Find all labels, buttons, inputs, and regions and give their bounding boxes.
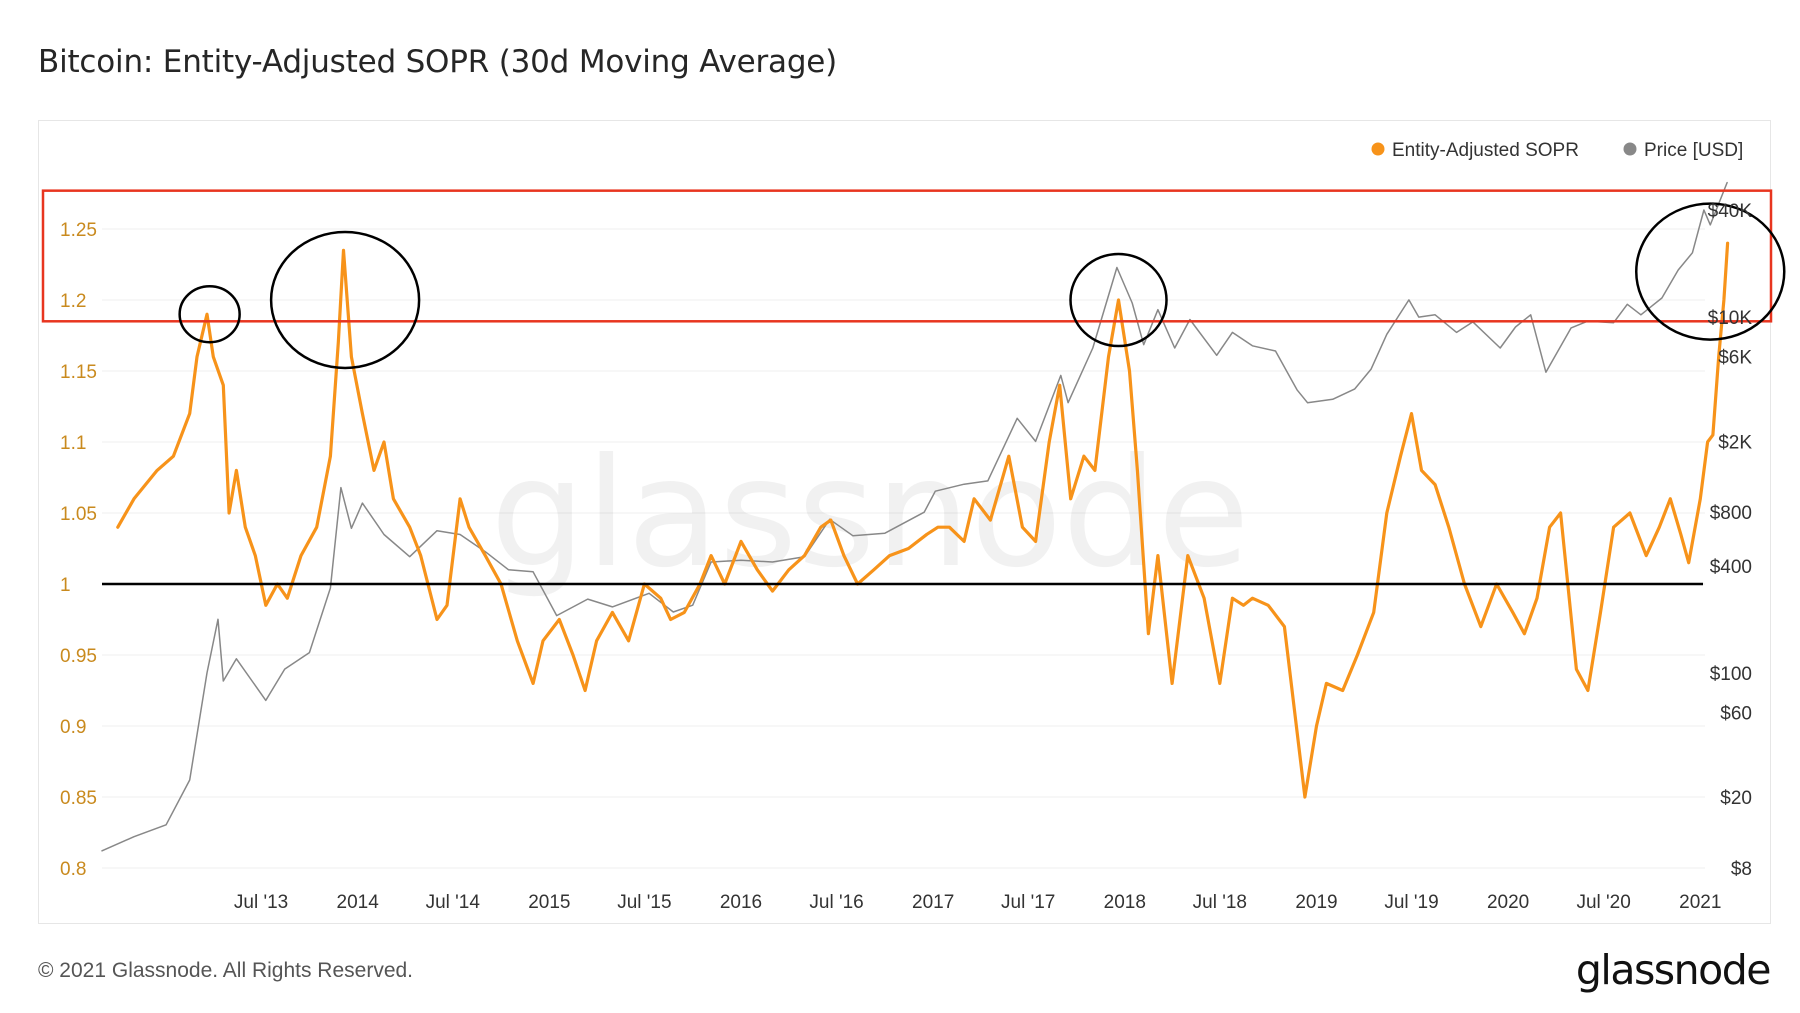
- y-right-tick-label: $8: [1731, 859, 1752, 880]
- highlight-box: [41, 189, 1773, 323]
- chart-frame: [38, 120, 1771, 924]
- price-series: [101, 181, 1728, 852]
- annotation-circle: [1635, 202, 1786, 341]
- x-tick-label: 2020: [1487, 892, 1529, 913]
- x-tick-label: Jul '17: [1001, 892, 1055, 913]
- y-axis-right: $40K $10K $6K $2K $800 $400 $100 $60 $20 $8: [1708, 201, 1753, 880]
- y-left-tick-label: 0.9: [60, 717, 86, 738]
- x-tick-label: 2018: [1104, 892, 1146, 913]
- x-tick-label: Jul '16: [809, 892, 863, 913]
- y-left-tick-label: 1.05: [60, 504, 97, 525]
- y-left-tick-label: 0.8: [60, 859, 86, 880]
- annotation-circle: [269, 230, 421, 370]
- y-left-tick-label: 1.1: [60, 433, 86, 454]
- y-right-tick-label: $20: [1720, 788, 1752, 809]
- x-tick-label: Jul '18: [1193, 892, 1247, 913]
- x-tick-label: Jul '20: [1576, 892, 1630, 913]
- legend-marker: [1623, 142, 1637, 156]
- y-left-tick-label: 1.2: [60, 291, 86, 312]
- y-left-tick-label: 1: [60, 575, 71, 596]
- x-tick-label: 2019: [1295, 892, 1337, 913]
- glassnode-logo[interactable]: glassnode: [1575, 946, 1772, 994]
- x-axis: Jul '13 2014 Jul '14 2015 Jul '15 2016 Jul '16…: [234, 892, 1721, 913]
- legend-label: Price [USD]: [1644, 140, 1743, 161]
- y-right-tick-label: $100: [1710, 664, 1752, 685]
- chart-canvas: glassnode 1.251.21.151.11.0510.950.90.85…: [41, 140, 1786, 913]
- x-tick-label: Jul '19: [1384, 892, 1438, 913]
- chart-title: Bitcoin: Entity-Adjusted SOPR (30d Movin…: [38, 44, 838, 80]
- y-right-tick-label: $40K: [1708, 201, 1753, 222]
- x-tick-label: Jul '15: [617, 892, 671, 913]
- price-line: [101, 181, 1728, 852]
- legend-label: Entity-Adjusted SOPR: [1392, 140, 1579, 161]
- y-right-tick-label: $60: [1720, 703, 1752, 724]
- legend: Entity-Adjusted SOPR Price [USD]: [1371, 140, 1743, 161]
- copyright-text: © 2021 Glassnode. All Rights Reserved.: [38, 959, 414, 982]
- annotation-circle: [178, 284, 241, 344]
- annotation-circle: [1069, 252, 1168, 348]
- y-right-tick-label: $800: [1710, 503, 1752, 524]
- x-tick-label: 2014: [337, 892, 380, 913]
- y-axis-left: 1.25 1.2 1.15 1.1 1.05 1 0.95 0.9 0.85 0.8: [60, 220, 97, 880]
- y-left-tick-label: 1.15: [60, 362, 97, 383]
- x-tick-label: 2021: [1679, 892, 1721, 913]
- y-right-tick-label: $10K: [1708, 308, 1753, 329]
- y-left-tick-label: 0.85: [60, 788, 97, 809]
- y-right-tick-label: $400: [1710, 557, 1752, 578]
- y-left-tick-label: 0.95: [60, 646, 97, 667]
- y-left-tick-label: 1.25: [60, 220, 97, 241]
- x-tick-label: Jul '14: [426, 892, 481, 913]
- x-tick-label: 2017: [912, 892, 954, 913]
- annotations: [41, 189, 1786, 370]
- x-tick-label: 2015: [528, 892, 570, 913]
- legend-marker: [1371, 142, 1385, 156]
- y-right-tick-label: $2K: [1718, 432, 1752, 453]
- y-right-tick-label: $6K: [1718, 348, 1752, 369]
- x-tick-label: 2016: [720, 892, 762, 913]
- x-tick-label: Jul '13: [234, 892, 288, 913]
